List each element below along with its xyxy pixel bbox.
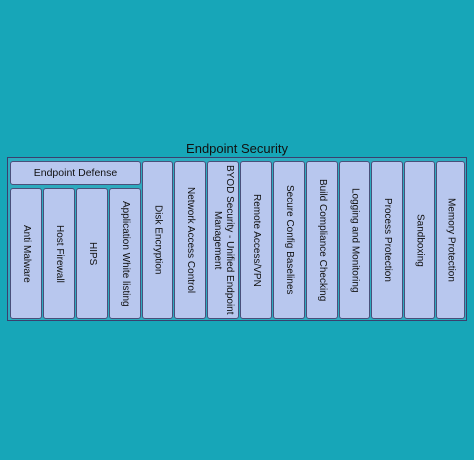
defense-item-label: HIPS [87,241,98,266]
column-remote-access-vpn: Remote Access/VPN [240,161,272,319]
column-label: BYOD Security - Unified Endpoint Managem… [212,165,235,315]
column-sandboxing: Sandboxing [404,161,435,319]
column-process-protection: Process Protection [371,161,403,319]
column-label: Remote Access/VPN [251,193,262,287]
endpoint-defense-header: Endpoint Defense [10,161,141,185]
column-label: Sandboxing [414,213,426,267]
column-label: Logging and Monitoring [349,187,361,293]
defense-item-anti-malware: Anti Malware [10,188,42,319]
column-network-access-control: Network Access Control [174,161,206,319]
defense-item-application-white-listing: Application White listing [109,188,141,319]
column-label: Build Compliance Checking [317,178,328,302]
defense-item-label: Host Firewall [54,224,65,283]
defense-item-host-firewall: Host Firewall [43,188,75,319]
column-label: Secure Config Baselines [284,185,295,295]
defense-item-label: Anti Malware [21,224,32,283]
column-build-compliance-checking: Build Compliance Checking [306,161,338,319]
defense-item-label: Application White listing [120,200,131,307]
diagram-title: Endpoint Security [186,141,288,156]
column-byod-security: BYOD Security - Unified Endpoint Managem… [207,161,239,319]
column-label: Disk Encryption [152,205,164,275]
column-label: Process Protection [382,198,393,282]
defense-item-hips: HIPS [76,188,108,319]
endpoint-defense-label: Endpoint Defense [33,167,118,179]
column-disk-encryption: Disk Encryption [142,161,173,319]
column-label: Network Access Control [185,186,196,294]
column-logging-and-monitoring: Logging and Monitoring [339,161,370,319]
column-memory-protection: Memory Protection [436,161,465,319]
column-secure-config-baselines: Secure Config Baselines [273,161,305,319]
column-label: Memory Protection [445,198,457,282]
